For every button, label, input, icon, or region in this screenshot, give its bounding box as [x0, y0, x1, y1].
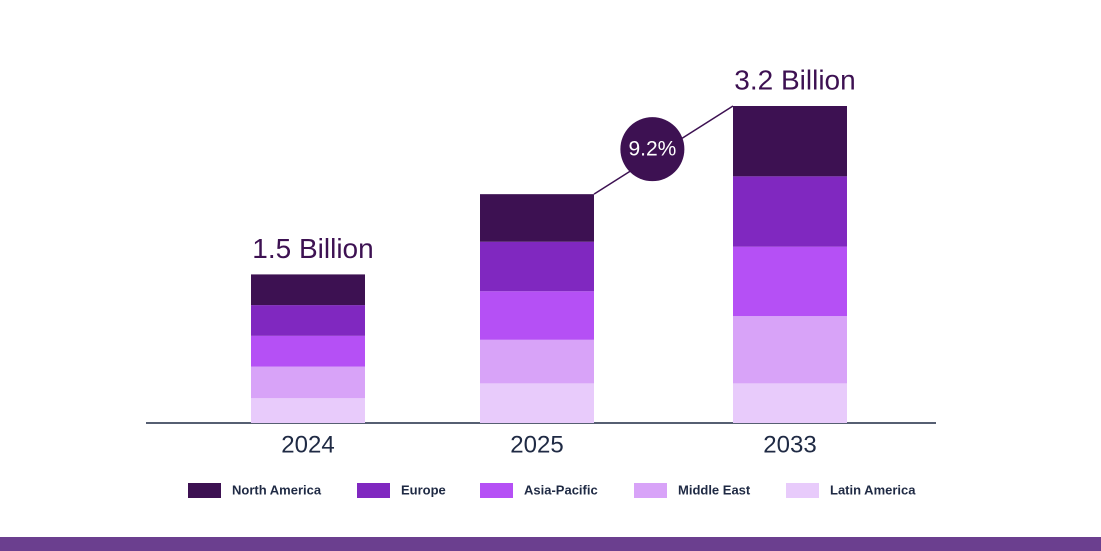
legend-swatch — [480, 483, 513, 498]
bar-segment — [251, 335, 365, 367]
footer-band — [0, 537, 1101, 551]
bar-segment — [480, 241, 594, 292]
legend-label: Asia-Pacific — [524, 482, 598, 497]
bar-segment — [733, 383, 847, 423]
bar-segment — [733, 176, 847, 247]
bar-segment — [733, 316, 847, 384]
bar-segment — [480, 291, 594, 340]
bar-segment — [480, 194, 594, 242]
bar-segment — [480, 383, 594, 423]
legend-label: Europe — [401, 482, 446, 497]
total-label: 3.2 Billion — [734, 64, 855, 95]
total-label: 1.5 Billion — [252, 233, 373, 264]
bar-segment — [733, 106, 847, 177]
legend-label: Middle East — [678, 482, 751, 497]
legend-label: North America — [232, 482, 322, 497]
bar-segment — [480, 339, 594, 384]
legend-swatch — [188, 483, 221, 498]
bar-segment — [251, 274, 365, 306]
growth-badge — [620, 117, 685, 182]
legend-label: Latin America — [830, 482, 916, 497]
legend-swatch — [357, 483, 390, 498]
legend-swatch — [786, 483, 819, 498]
bar-segment — [251, 366, 365, 399]
legend-swatch — [634, 483, 667, 498]
bar-segment — [733, 246, 847, 317]
x-tick-label: 2033 — [763, 431, 816, 458]
bar-segment — [251, 305, 365, 336]
growth-label: 9.2% — [628, 138, 676, 161]
x-tick-label: 2025 — [510, 431, 563, 458]
x-tick-label: 2024 — [281, 431, 334, 458]
bar-segment — [251, 398, 365, 423]
